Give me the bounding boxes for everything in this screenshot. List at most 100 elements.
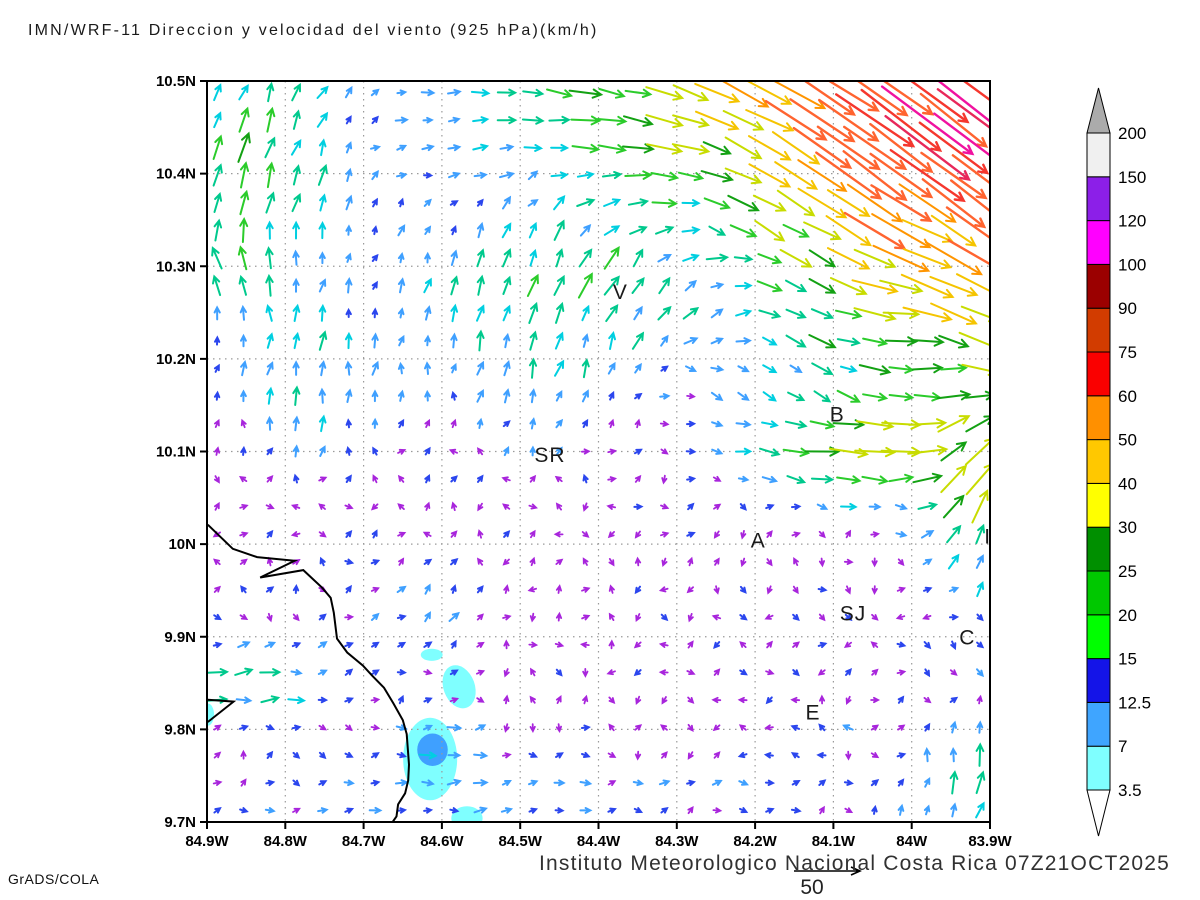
wind-arrow [705,253,730,263]
wind-arrow [398,694,404,705]
wind-arrow [843,641,852,648]
wind-arrow [817,641,828,649]
wind-arrow [501,222,512,239]
wind-arrow [214,475,220,484]
wind-arrow [710,391,724,402]
wind-arrow [264,807,276,814]
wind-arrow [645,114,685,129]
wind-arrow [476,557,484,566]
wind-arrow [319,193,327,212]
wind-arrow [370,724,381,731]
wind-arrow [521,116,545,125]
wind-arrow [424,334,431,347]
wind-arrow [528,751,539,758]
wind-arrow [634,474,642,483]
wind-arrow [239,614,249,621]
wind-arrow [766,530,773,538]
wind-arrow [851,279,899,295]
wind-arrow [422,531,432,538]
wind-arrow [607,780,617,786]
wind-arrow [240,389,247,403]
wind-arrow [423,669,433,676]
wind-arrow [424,501,431,511]
wind-arrow [766,640,773,649]
wind-arrow [555,723,562,734]
wind-arrow [371,197,378,208]
wind-arrow [871,668,879,676]
wind-arrow [396,807,408,814]
wind-arrow [529,612,536,623]
wind-arrow [449,669,459,676]
wind-arrow [818,530,826,539]
wind-arrow [682,253,700,262]
wind-arrow [900,273,955,299]
wind-arrow [816,503,829,510]
wind-arrow [546,88,574,99]
wind-arrow [292,109,301,130]
wind-arrow [581,389,589,403]
wind-arrow [686,393,696,400]
wind-arrow [737,391,750,401]
wind-arrow [424,225,432,235]
wind-arrow [292,360,300,376]
wind-arrow [624,170,653,180]
wind-arrow [761,475,779,484]
wind-arrow [502,558,510,566]
wind-arrow [894,503,908,511]
wind-arrow [447,751,462,759]
wind-arrow [976,641,985,649]
wind-arrow [785,279,808,293]
wind-arrow [266,81,275,103]
wind-arrow [844,613,853,622]
wind-arrow [344,697,355,704]
wind-arrow [370,752,380,759]
wind-arrow [576,171,595,179]
wind-arrow [472,116,490,124]
wind-arrow [213,83,222,102]
station-label: SR [534,444,565,467]
wind-arrow [581,614,591,621]
wind-arrow [870,724,880,731]
wind-arrow [503,639,510,650]
wind-arrow [396,144,408,151]
wind-arrow [234,667,254,676]
station-label: SJ [840,603,867,626]
wind-arrow [548,115,571,125]
wind-arrow [503,530,511,538]
wind-arrow [772,81,827,110]
wind-arrow [502,304,511,322]
shaded-region [442,665,476,709]
wind-arrow [803,221,842,241]
wind-arrow [523,144,544,152]
wind-arrow [739,503,747,511]
wind-arrow [897,695,905,704]
wind-arrow [266,106,276,133]
wind-arrow [661,696,668,705]
wind-arrow [922,613,932,620]
wind-arrow [703,197,732,210]
wind-arrow [836,337,862,347]
wind-arrow [936,88,990,130]
wind-arrow [765,669,775,676]
wind-arrow [292,444,300,458]
wind-arrow [344,751,354,758]
wind-arrow [902,306,953,323]
wind-arrow [317,669,328,676]
wind-arrow [345,141,353,154]
wind-arrow [502,195,512,210]
wind-arrow [790,724,801,731]
wind-arrow [450,584,457,594]
wind-arrow [930,214,977,247]
wind-arrow [733,254,754,263]
wind-arrow [582,668,589,678]
wind-arrow [810,475,835,484]
wind-arrow [449,697,460,704]
wind-arrow [239,161,250,189]
wind-arrow [958,331,990,347]
wind-arrow [318,503,326,510]
wind-arrow [791,531,801,538]
wind-arrow [476,388,484,403]
wind-arrow [503,723,510,733]
wind-arrow [238,274,247,296]
wind-arrow [808,278,837,294]
